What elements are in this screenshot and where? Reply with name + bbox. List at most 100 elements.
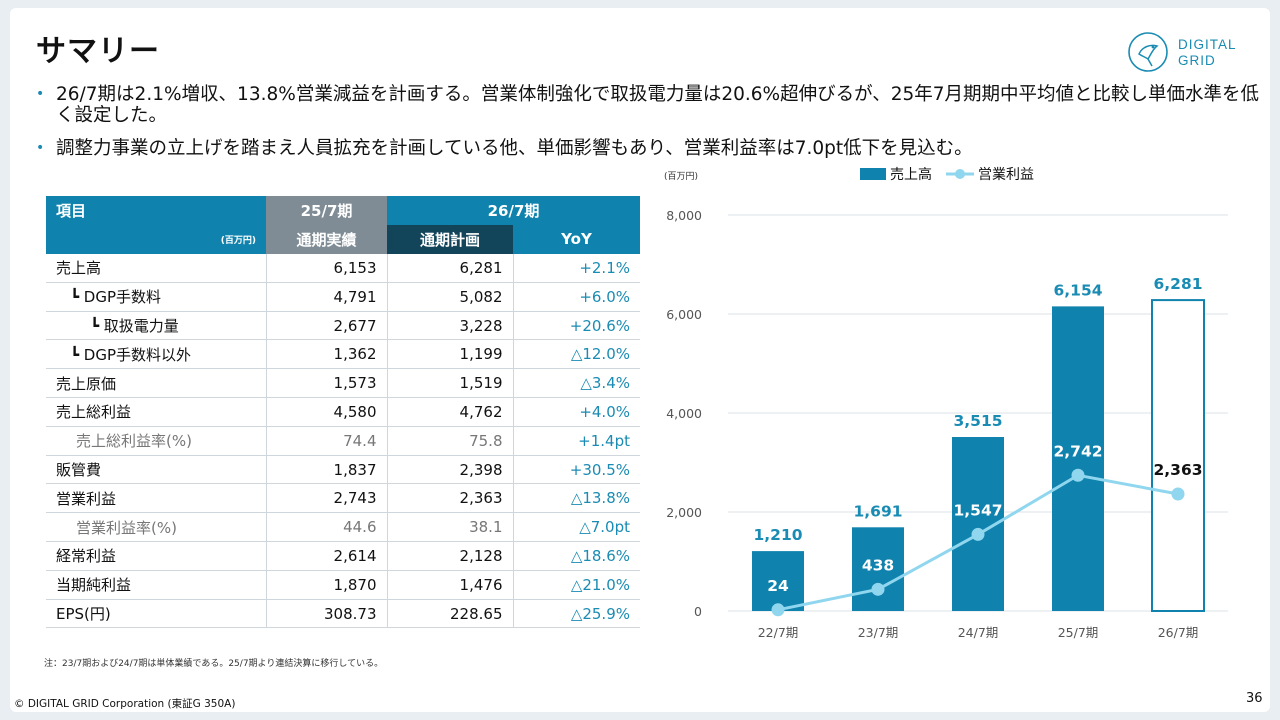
row-yoy-value: +4.0% xyxy=(512,397,640,427)
row-label: 営業利益 xyxy=(46,483,266,514)
operating-profit-point xyxy=(1071,468,1085,482)
row-fy25-value: 308.73 xyxy=(265,599,387,629)
operating-profit-point xyxy=(1171,487,1185,501)
revenue-bar-label: 6,281 xyxy=(1153,275,1202,293)
row-fy25-value: 6,153 xyxy=(265,253,387,283)
row-label: 経常利益 xyxy=(46,541,266,571)
row-label: EPS(円) xyxy=(46,599,266,629)
table-body: 売上高 6,153 6,281 +2.1% ┗ DGP手数料 4,791 5,082 +6.0… xyxy=(46,253,640,629)
row-yoy-value: △3.4% xyxy=(512,368,640,399)
row-label: 売上高 xyxy=(46,253,266,283)
row-fy26-value: 228.65 xyxy=(386,599,513,629)
operating-profit-label: 2,363 xyxy=(1153,461,1202,479)
bullet-2-text: 調整力事業の立上げを踏まえ人員拡充を計画している他、単価影響もあり、営業利益率は… xyxy=(56,138,973,159)
header-item: 項目 xyxy=(46,196,266,225)
legend-line-label: 営業利益 xyxy=(978,167,1034,183)
row-fy26-value: 1,476 xyxy=(386,570,513,600)
footnote: 注：23/7期および24/7期は単体業績である。25/7期より連結決算に移行して… xyxy=(44,659,384,669)
row-yoy-value: +20.6% xyxy=(512,311,640,341)
row-label: 営業利益率(%) xyxy=(46,512,266,543)
table-row: EPS(円) 308.73 228.65 △25.9% xyxy=(46,599,640,629)
row-fy26-value: 1,199 xyxy=(386,339,513,370)
operating-profit-label: 24 xyxy=(767,577,789,595)
page-title: サマリー xyxy=(36,34,160,69)
row-label: 売上総利益率(%) xyxy=(46,426,266,456)
row-yoy-value: +30.5% xyxy=(512,455,640,485)
row-yoy-value: △7.0pt xyxy=(512,512,640,543)
revenue-bar xyxy=(1151,299,1205,612)
copyright: © DIGITAL GRID Corporation (東証G 350A) xyxy=(14,698,236,710)
row-fy25-value: 2,743 xyxy=(265,483,387,514)
row-fy26-value: 1,519 xyxy=(386,368,513,399)
page-number: 36 xyxy=(1246,691,1263,706)
row-yoy-value: △12.0% xyxy=(512,339,640,370)
row-fy25-value: 2,614 xyxy=(265,541,387,571)
table-row: ┗ DGP手数料 4,791 5,082 +6.0% xyxy=(46,282,640,312)
row-yoy-value: △18.6% xyxy=(512,541,640,571)
y-tick-label: 8,000 xyxy=(666,208,702,223)
row-fy26-value: 2,363 xyxy=(386,483,513,514)
chart-unit-label: (百万円) xyxy=(664,171,698,182)
row-label: 売上原価 xyxy=(46,368,266,399)
operating-profit-label: 2,742 xyxy=(1053,442,1102,460)
operating-profit-label: 1,547 xyxy=(953,501,1002,519)
row-fy26-value: 3,228 xyxy=(386,311,513,341)
table-row: ┗ DGP手数料以外 1,362 1,199 △12.0% xyxy=(46,339,640,370)
table-row: 販管費 1,837 2,398 +30.5% xyxy=(46,455,640,485)
row-label: ┗ DGP手数料 xyxy=(46,282,266,312)
row-fy25-value: 74.4 xyxy=(265,426,387,456)
row-yoy-value: △25.9% xyxy=(512,599,640,629)
header-fy26: 26/7期 xyxy=(387,196,640,225)
row-yoy-value: △21.0% xyxy=(512,570,640,600)
legend-bar-swatch xyxy=(860,168,886,180)
row-label: 当期純利益 xyxy=(46,570,266,600)
row-yoy-value: +6.0% xyxy=(512,282,640,312)
row-label: ┗ DGP手数料以外 xyxy=(46,339,266,370)
table-row: 売上高 6,153 6,281 +2.1% xyxy=(46,253,640,283)
table-header-row: 項目 25/7期 26/7期 xyxy=(46,196,640,225)
revenue-bar xyxy=(752,551,804,611)
revenue-bar-label: 1,210 xyxy=(753,526,802,544)
row-fy26-value: 6,281 xyxy=(386,253,513,283)
financial-table: 項目 25/7期 26/7期 (百万円) 通期実績 通期計画 YoY 売上高 6,… xyxy=(46,196,640,629)
operating-profit-point xyxy=(771,603,785,617)
header-yoy: YoY xyxy=(513,224,640,254)
table-row: 売上総利益 4,580 4,762 +4.0% xyxy=(46,397,640,427)
operating-profit-label: 438 xyxy=(862,556,894,574)
table-row: 経常利益 2,614 2,128 △18.6% xyxy=(46,541,640,571)
header-unit: (百万円) xyxy=(46,224,266,254)
operating-profit-point xyxy=(971,527,985,541)
row-fy25-value: 2,677 xyxy=(265,311,387,341)
logo-line-1: DIGITAL xyxy=(1178,37,1237,52)
revenue-bar xyxy=(1052,306,1104,611)
row-fy26-value: 75.8 xyxy=(386,426,513,456)
legend-line-marker xyxy=(955,169,965,179)
table-row: 売上総利益率(%) 74.4 75.8 +1.4pt xyxy=(46,426,640,456)
row-fy26-value: 5,082 xyxy=(386,282,513,312)
x-tick-label: 22/7期 xyxy=(758,625,799,640)
row-yoy-value: △13.8% xyxy=(512,483,640,514)
x-tick-label: 26/7期 xyxy=(1158,625,1199,640)
row-fy25-value: 4,580 xyxy=(265,397,387,427)
summary-bullets: • 26/7期は2.1%増収、13.8%営業減益を計画する。営業体制強化で取扱電… xyxy=(30,84,1260,171)
row-fy26-value: 38.1 xyxy=(386,512,513,543)
row-label: 販管費 xyxy=(46,455,266,485)
header-plan: 通期計画 xyxy=(387,224,513,254)
row-fy25-value: 4,791 xyxy=(265,282,387,312)
revenue-bar xyxy=(852,527,904,611)
table-subheader-row: (百万円) 通期実績 通期計画 YoY xyxy=(46,224,640,254)
table-row: 営業利益率(%) 44.6 38.1 △7.0pt xyxy=(46,512,640,543)
row-yoy-value: +1.4pt xyxy=(512,426,640,456)
revenue-bar-label: 6,154 xyxy=(1053,281,1102,299)
y-tick-label: 4,000 xyxy=(666,406,702,421)
legend-bar-label: 売上高 xyxy=(890,166,932,183)
bullet-1: • 26/7期は2.1%増収、13.8%営業減益を計画する。営業体制強化で取扱電… xyxy=(30,84,1260,126)
row-fy25-value: 1,837 xyxy=(265,455,387,485)
table-row: 売上原価 1,573 1,519 △3.4% xyxy=(46,368,640,399)
row-fy25-value: 44.6 xyxy=(265,512,387,543)
logo-text: DIGITAL GRID xyxy=(1178,37,1237,69)
logo-line-2: GRID xyxy=(1178,53,1216,68)
y-tick-label: 0 xyxy=(694,604,702,619)
row-fy26-value: 4,762 xyxy=(386,397,513,427)
digital-grid-logo xyxy=(1128,32,1168,72)
